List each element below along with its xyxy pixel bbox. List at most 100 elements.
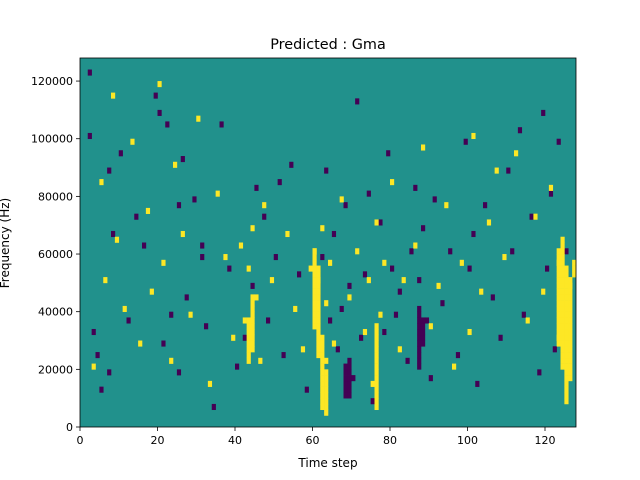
heatmap-cell-high (390, 179, 395, 186)
heatmap-cell-low (227, 265, 232, 272)
heatmap-cell-low (281, 352, 286, 359)
heatmap-cell-high (374, 392, 379, 399)
heatmap-cell-low (370, 398, 375, 405)
heatmap-cell-low (335, 346, 340, 353)
heatmap-cell-high (560, 254, 565, 261)
heatmap-cell-low (219, 121, 224, 128)
heatmap-cell-high (459, 259, 464, 266)
heatmap-cell-low (440, 300, 445, 307)
heatmap-cell-low (517, 127, 523, 134)
heatmap-cell-low (343, 380, 348, 387)
heatmap-cell-high (324, 409, 329, 416)
heatmap-cell-high (246, 328, 251, 336)
heatmap-cell-low (417, 277, 422, 284)
heatmap-cell-low (324, 167, 329, 174)
heatmap-cell-high (312, 288, 317, 295)
heatmap-cell-high (320, 375, 325, 382)
heatmap-cell-low (254, 184, 259, 191)
heatmap-cell-high (285, 230, 290, 238)
heatmap-cell-high (572, 265, 577, 272)
heatmap-cell-high (564, 340, 569, 347)
heatmap-cell-high (324, 380, 329, 387)
heatmap-cell-high (196, 115, 201, 122)
heatmap-cell-high (568, 375, 573, 382)
heatmap-cell-low (405, 357, 410, 364)
heatmap-cell-low (448, 248, 453, 255)
heatmap-cell-low (320, 254, 325, 261)
heatmap-cell-high (502, 254, 507, 261)
heatmap-cell-high (444, 202, 449, 209)
heatmap-cell-high (316, 323, 321, 330)
heatmap-cell-high (250, 328, 255, 336)
heatmap-cell-high (149, 288, 154, 295)
heatmap-cell-low (347, 380, 352, 387)
heatmap-cell-low (134, 213, 139, 220)
heatmap-cell-high (316, 352, 321, 359)
heatmap-cell-low (541, 109, 546, 116)
heatmap-cell-high (324, 357, 329, 364)
heatmap-cell-high (180, 230, 185, 238)
heatmap-cell-low (347, 392, 352, 399)
heatmap-cell-high (560, 236, 565, 243)
x-axis: 0 20 40 60 80 100 120 (77, 427, 556, 447)
heatmap-cell-high (568, 369, 573, 376)
heatmap-cell-low (417, 317, 422, 324)
heatmap-cell-low (355, 98, 360, 105)
heatmap-cell-high (246, 346, 251, 353)
heatmap-cell-high (560, 363, 565, 370)
heatmap-cell-low (91, 328, 96, 336)
heatmap-cell-high (568, 346, 573, 353)
heatmap-cell-high (246, 334, 251, 341)
heatmap-cell-high (556, 311, 561, 318)
heatmap-cell-high (316, 311, 321, 318)
heatmap-cell-low (204, 323, 209, 330)
heatmap-cell-low (467, 265, 472, 272)
heatmap-cell-high (316, 334, 321, 341)
heatmap-cell-low (157, 109, 162, 116)
heatmap-cell-high (246, 323, 251, 330)
heatmap-cell-high (564, 386, 569, 393)
heatmap-cell-low (107, 167, 112, 174)
chart-title: Predicted : Gma (270, 37, 386, 53)
heatmap-cell-low (366, 190, 371, 197)
heatmap-cell-low (250, 282, 255, 289)
heatmap-cell-high (366, 277, 371, 284)
heatmap-cell-high (246, 317, 251, 324)
heatmap-cell-high (568, 328, 573, 336)
heatmap-cell-high (556, 277, 561, 284)
heatmap-cell-high (169, 357, 174, 364)
heatmap-cell-low (386, 150, 391, 157)
heatmap-cell-low (529, 213, 534, 220)
heatmap-cell-high (312, 271, 317, 278)
heatmap-cell-high (560, 346, 565, 353)
heatmap-cell-high (564, 392, 569, 399)
heatmap-cell-high (568, 317, 573, 324)
heatmap-cell-high (568, 363, 573, 370)
heatmap-cell-high (320, 357, 325, 364)
heatmap-cell-high (556, 288, 561, 295)
heatmap-cell-high (320, 369, 325, 376)
heatmap-cell-high (238, 242, 244, 249)
heatmap-cell-high (572, 259, 577, 266)
heatmap-cell-high (374, 334, 379, 341)
heatmap-cell-low (552, 346, 557, 353)
heatmap-cell-low (266, 317, 271, 324)
heatmap-cell-low (304, 386, 309, 393)
heatmap-cell-low (126, 317, 131, 324)
heatmap-cell-high (560, 248, 565, 255)
heatmap-cell-high (242, 317, 247, 324)
heatmap-cell-low (382, 328, 387, 336)
heatmap-cell-low (87, 69, 92, 76)
y-tick-label: 80000 (38, 190, 73, 203)
heatmap-cell-low (192, 196, 197, 203)
heatmap-cell-high (316, 288, 321, 295)
y-axis: 0 20000 40000 60000 80000 100000 120000 (31, 75, 80, 434)
heatmap-cell-high (556, 323, 561, 330)
heatmap-cell-low (142, 242, 147, 249)
heatmap-cell-low (417, 357, 422, 364)
heatmap-cell-high (564, 352, 569, 359)
heatmap-cell-high (250, 323, 255, 330)
heatmap-cell-high (556, 254, 561, 261)
heatmap-cell-high (560, 300, 565, 307)
